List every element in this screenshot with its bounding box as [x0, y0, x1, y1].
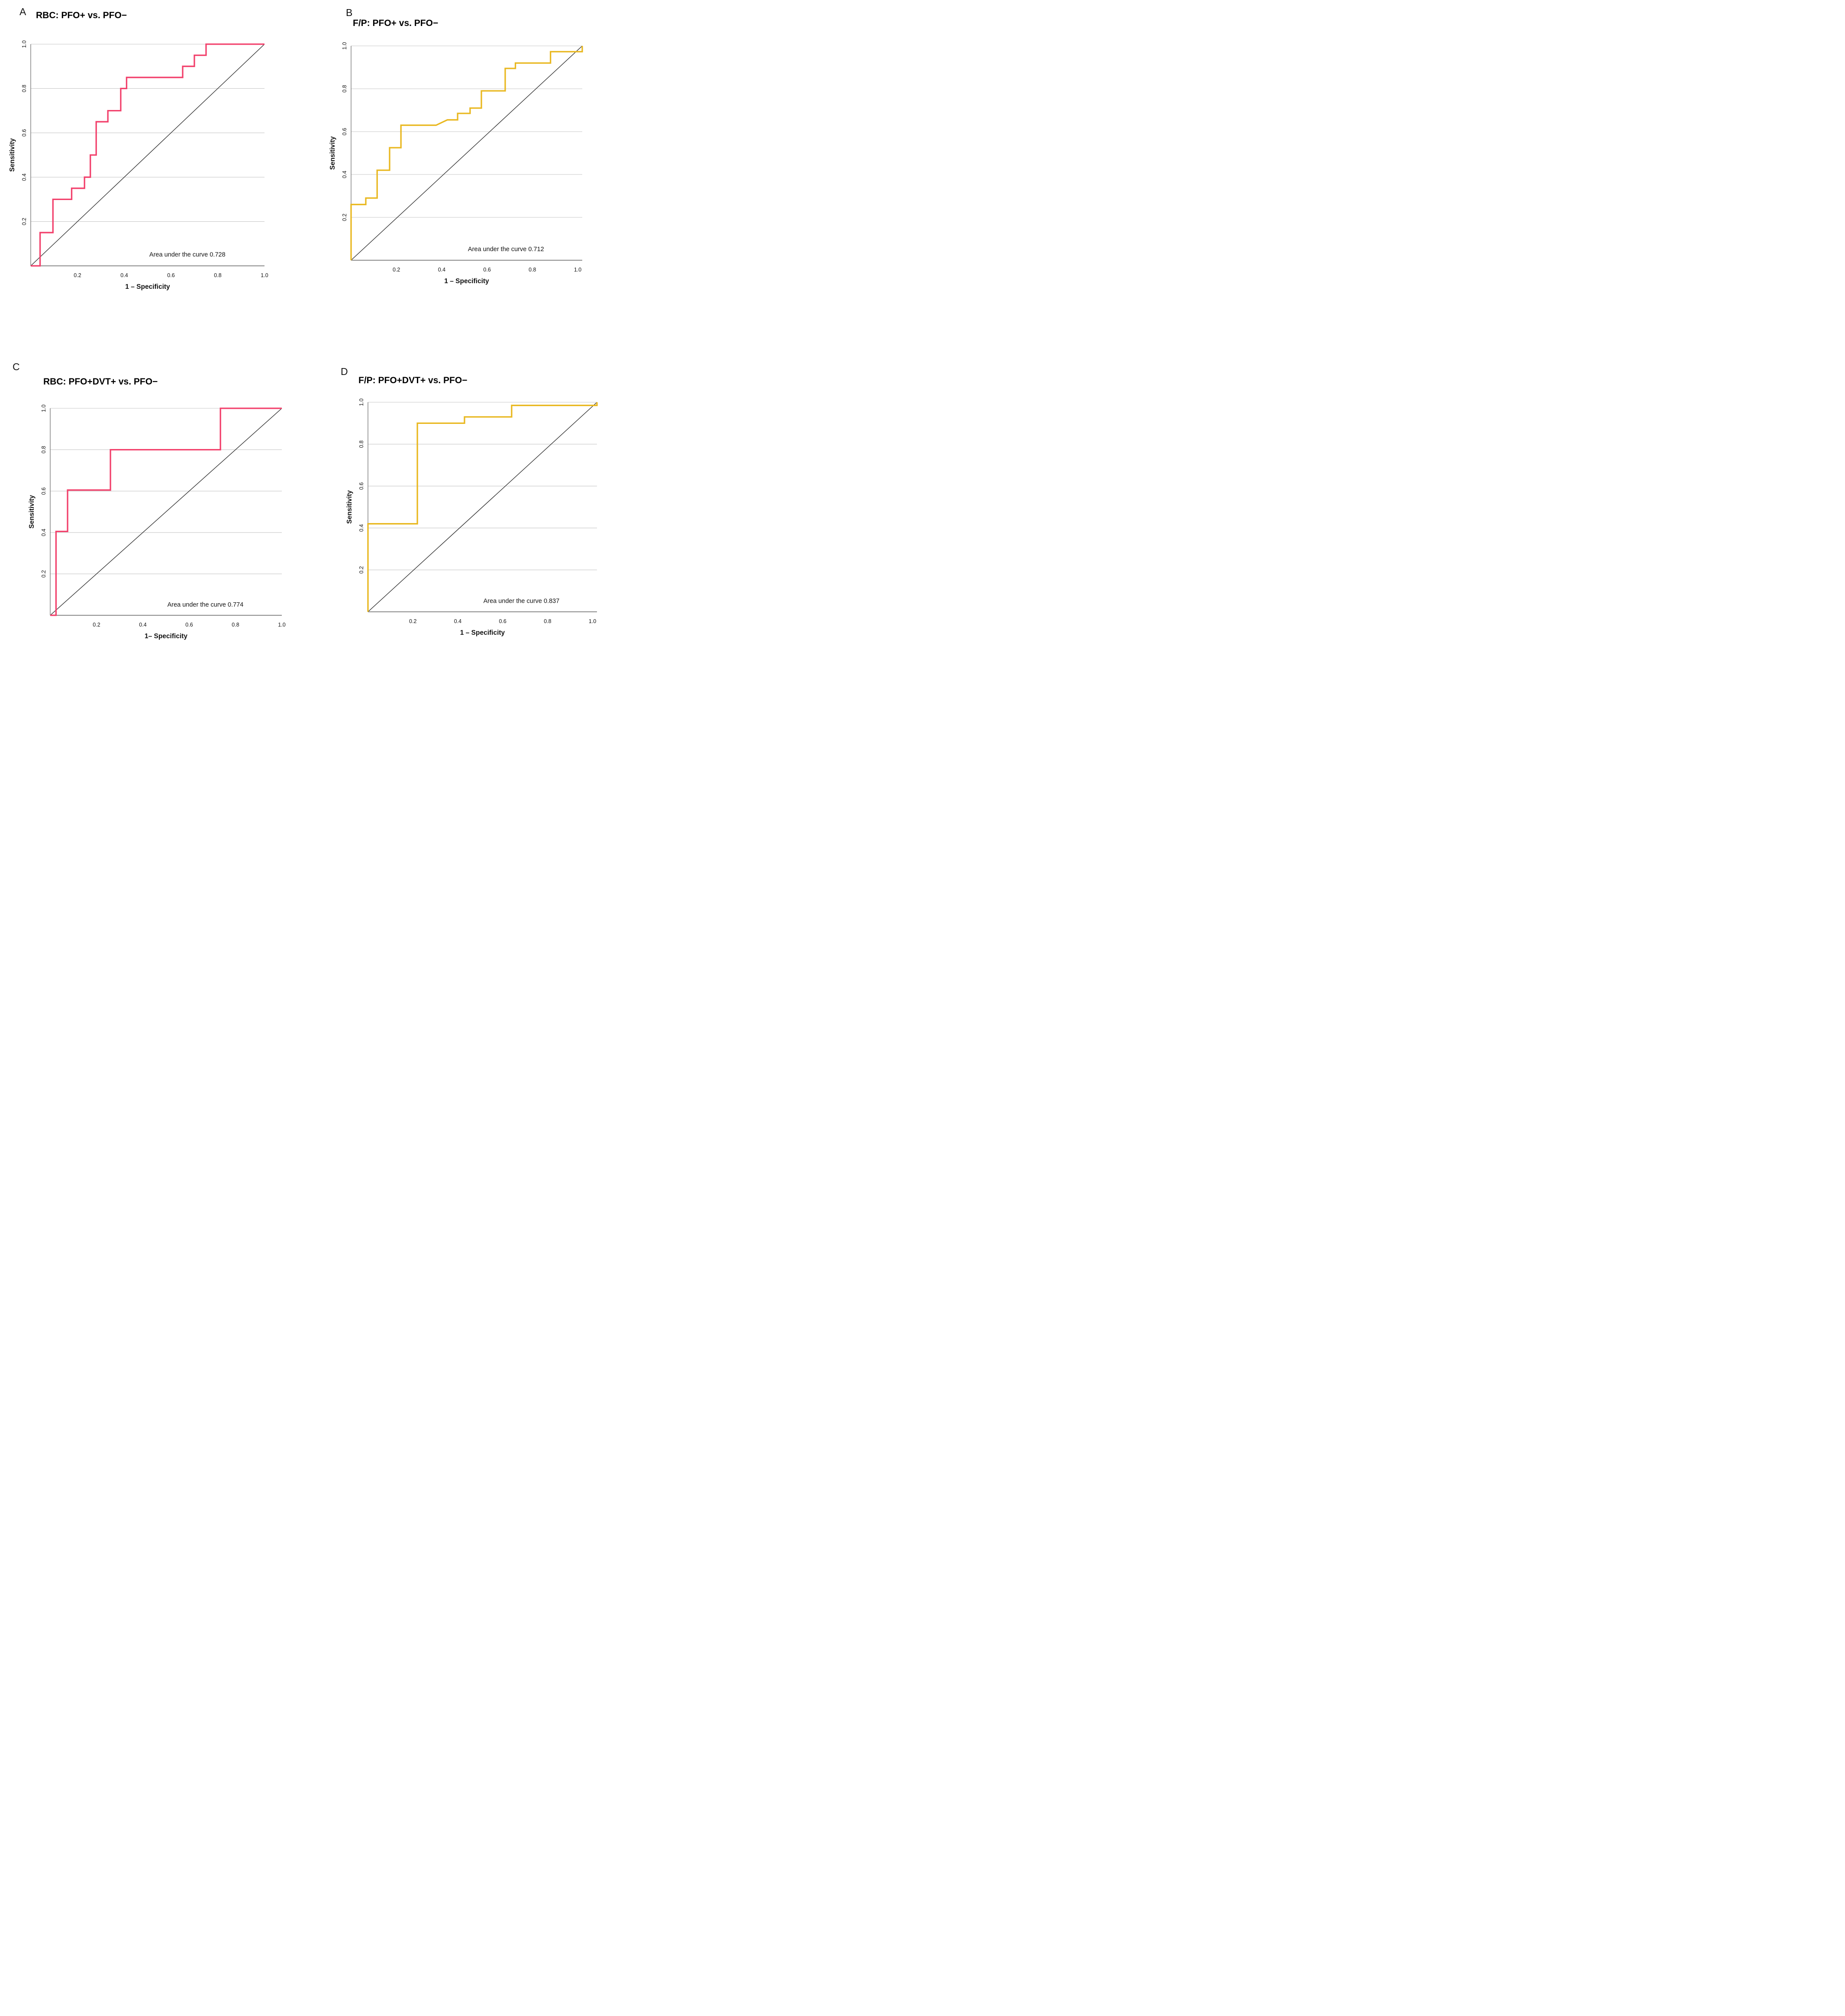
- panel-letter-d: D: [341, 366, 348, 377]
- y-tick-label: 0.4: [358, 524, 364, 532]
- y-tick-label: 0.4: [342, 171, 348, 178]
- roc-chart-b: 0.2 0.4 0.6 0.8 1.0 0.2 0.4 0.6 0.8 1.0 1 – Specif…: [329, 42, 583, 285]
- x-tick-label: 0.8: [214, 272, 221, 278]
- auc-label: Area under the curve 0.712: [468, 246, 544, 253]
- diagonal-reference-line: [351, 45, 583, 261]
- x-tick-label: 0.4: [120, 272, 128, 278]
- auc-label: Area under the curve 0.837: [484, 598, 560, 605]
- x-tick-label: 1.0: [261, 272, 268, 278]
- diagonal-reference-line: [30, 44, 265, 266]
- y-axis-label: Sensitivity: [346, 490, 353, 524]
- y-tick-label: 1.0: [358, 398, 364, 406]
- x-tick-label: 0.6: [483, 267, 490, 273]
- y-tick-label: 0.6: [358, 482, 364, 490]
- roc-curve: [350, 46, 583, 260]
- y-axis-label: Sensitivity: [9, 138, 16, 172]
- y-axis-label: Sensitivity: [28, 495, 35, 529]
- roc-curve: [50, 407, 282, 616]
- y-tick-label: 0.6: [41, 487, 47, 494]
- roc-curve: [367, 402, 598, 612]
- panel-letter-a: A: [19, 6, 26, 17]
- y-tick-label: 0.6: [342, 128, 348, 135]
- panel-letter-c: C: [13, 361, 20, 372]
- y-tick-label: 0.8: [358, 440, 364, 448]
- roc-chart-c: 0.2 0.4 0.6 0.8 1.0 0.2 0.4 0.6 0.8 1.0 1– Specifi…: [28, 404, 286, 640]
- y-tick-label: 0.6: [21, 129, 27, 136]
- panel-title-b: F/P: PFO+ vs. PFO−: [353, 18, 439, 28]
- y-axis-label: Sensitivity: [329, 136, 336, 170]
- y-tick-label: 1.0: [342, 42, 348, 49]
- x-tick-label: 0.6: [499, 618, 506, 624]
- x-tick-label: 0.8: [529, 267, 536, 273]
- panel-title-c: RBC: PFO+DVT+ vs. PFO−: [43, 377, 158, 387]
- x-tick-label: 0.8: [544, 618, 551, 624]
- y-tick-label: 1.0: [21, 40, 27, 48]
- y-tick-label: 0.2: [342, 213, 348, 221]
- x-axis-label: 1 – Specificity: [444, 278, 489, 285]
- y-tick-label: 0.4: [41, 529, 47, 536]
- x-tick-label: 0.6: [167, 272, 174, 278]
- x-tick-label: 0.2: [93, 622, 100, 628]
- roc-curve: [31, 43, 264, 267]
- y-tick-label: 0.8: [342, 85, 348, 92]
- x-tick-label: 1.0: [574, 267, 581, 273]
- roc-figure: A RBC: PFO+ vs. PFO− 0.2 0.4 0.6 0.8 1.0 0.2 0…: [0, 0, 615, 672]
- y-tick-label: 0.8: [21, 85, 27, 92]
- x-tick-label: 0.4: [139, 622, 146, 628]
- x-tick-label: 0.6: [185, 622, 193, 628]
- x-axis-label: 1 – Specificity: [125, 283, 170, 291]
- panel-title-d: F/P: PFO+DVT+ vs. PFO−: [358, 375, 468, 385]
- x-tick-label: 1.0: [589, 618, 596, 624]
- x-tick-label: 0.8: [232, 622, 239, 628]
- x-axis-label: 1 – Specificity: [460, 629, 505, 636]
- auc-label: Area under the curve 0.774: [168, 601, 244, 608]
- x-tick-label: 0.4: [454, 618, 461, 624]
- auc-label: Area under the curve 0.728: [149, 251, 226, 258]
- y-tick-label: 0.2: [358, 566, 364, 573]
- x-tick-label: 0.2: [74, 272, 81, 278]
- y-tick-label: 0.4: [21, 173, 27, 181]
- x-axis-label: 1– Specificity: [145, 633, 187, 640]
- y-tick-label: 0.8: [41, 446, 47, 453]
- x-tick-label: 0.2: [409, 618, 416, 624]
- y-tick-label: 0.2: [41, 570, 47, 578]
- x-tick-label: 0.2: [393, 267, 400, 273]
- y-tick-label: 0.2: [21, 218, 27, 225]
- panel-title-a: RBC: PFO+ vs. PFO−: [36, 10, 127, 20]
- diagonal-reference-line: [368, 402, 597, 612]
- x-tick-label: 1.0: [278, 622, 285, 628]
- x-tick-label: 0.4: [438, 267, 445, 273]
- diagonal-reference-line: [50, 408, 282, 616]
- roc-chart-d: 0.2 0.4 0.6 0.8 1.0 0.2 0.4 0.6 0.8 1.0 1 – Specif…: [346, 398, 598, 636]
- y-tick-label: 1.0: [41, 404, 47, 412]
- roc-chart-a: 0.2 0.4 0.6 0.8 1.0 0.2 0.4 0.6 0.8 1.0 1 – Specif…: [9, 40, 268, 291]
- panel-letter-b: B: [346, 7, 353, 18]
